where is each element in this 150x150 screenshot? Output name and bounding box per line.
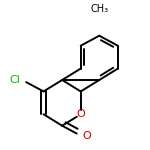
Text: CH₃: CH₃ <box>90 4 108 14</box>
Text: O: O <box>82 131 91 141</box>
Text: Cl: Cl <box>10 75 21 85</box>
Text: O: O <box>76 109 85 119</box>
